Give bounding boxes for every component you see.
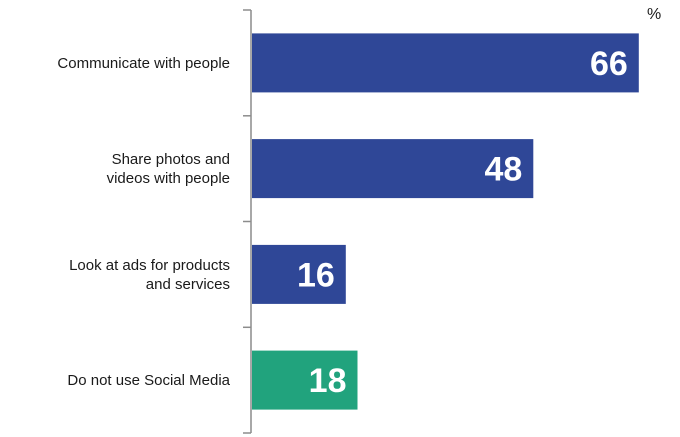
bar-1 bbox=[252, 139, 534, 199]
bar-value-label-1: 48 bbox=[484, 151, 522, 189]
bar-value-label-0: 66 bbox=[590, 45, 628, 83]
bar-0 bbox=[252, 33, 639, 93]
category-label-3: Do not use Social Media bbox=[67, 372, 230, 389]
category-label-0: Communicate with people bbox=[57, 55, 230, 72]
bar-2 bbox=[252, 244, 346, 304]
bar-value-label-3: 18 bbox=[309, 362, 347, 400]
bar-3 bbox=[252, 350, 358, 410]
category-label-1: Share photos and videos with people bbox=[107, 151, 230, 187]
category-label-2: Look at ads for products and services bbox=[69, 257, 230, 293]
bar-value-label-2: 16 bbox=[297, 256, 335, 294]
unit-label: % bbox=[647, 6, 662, 23]
